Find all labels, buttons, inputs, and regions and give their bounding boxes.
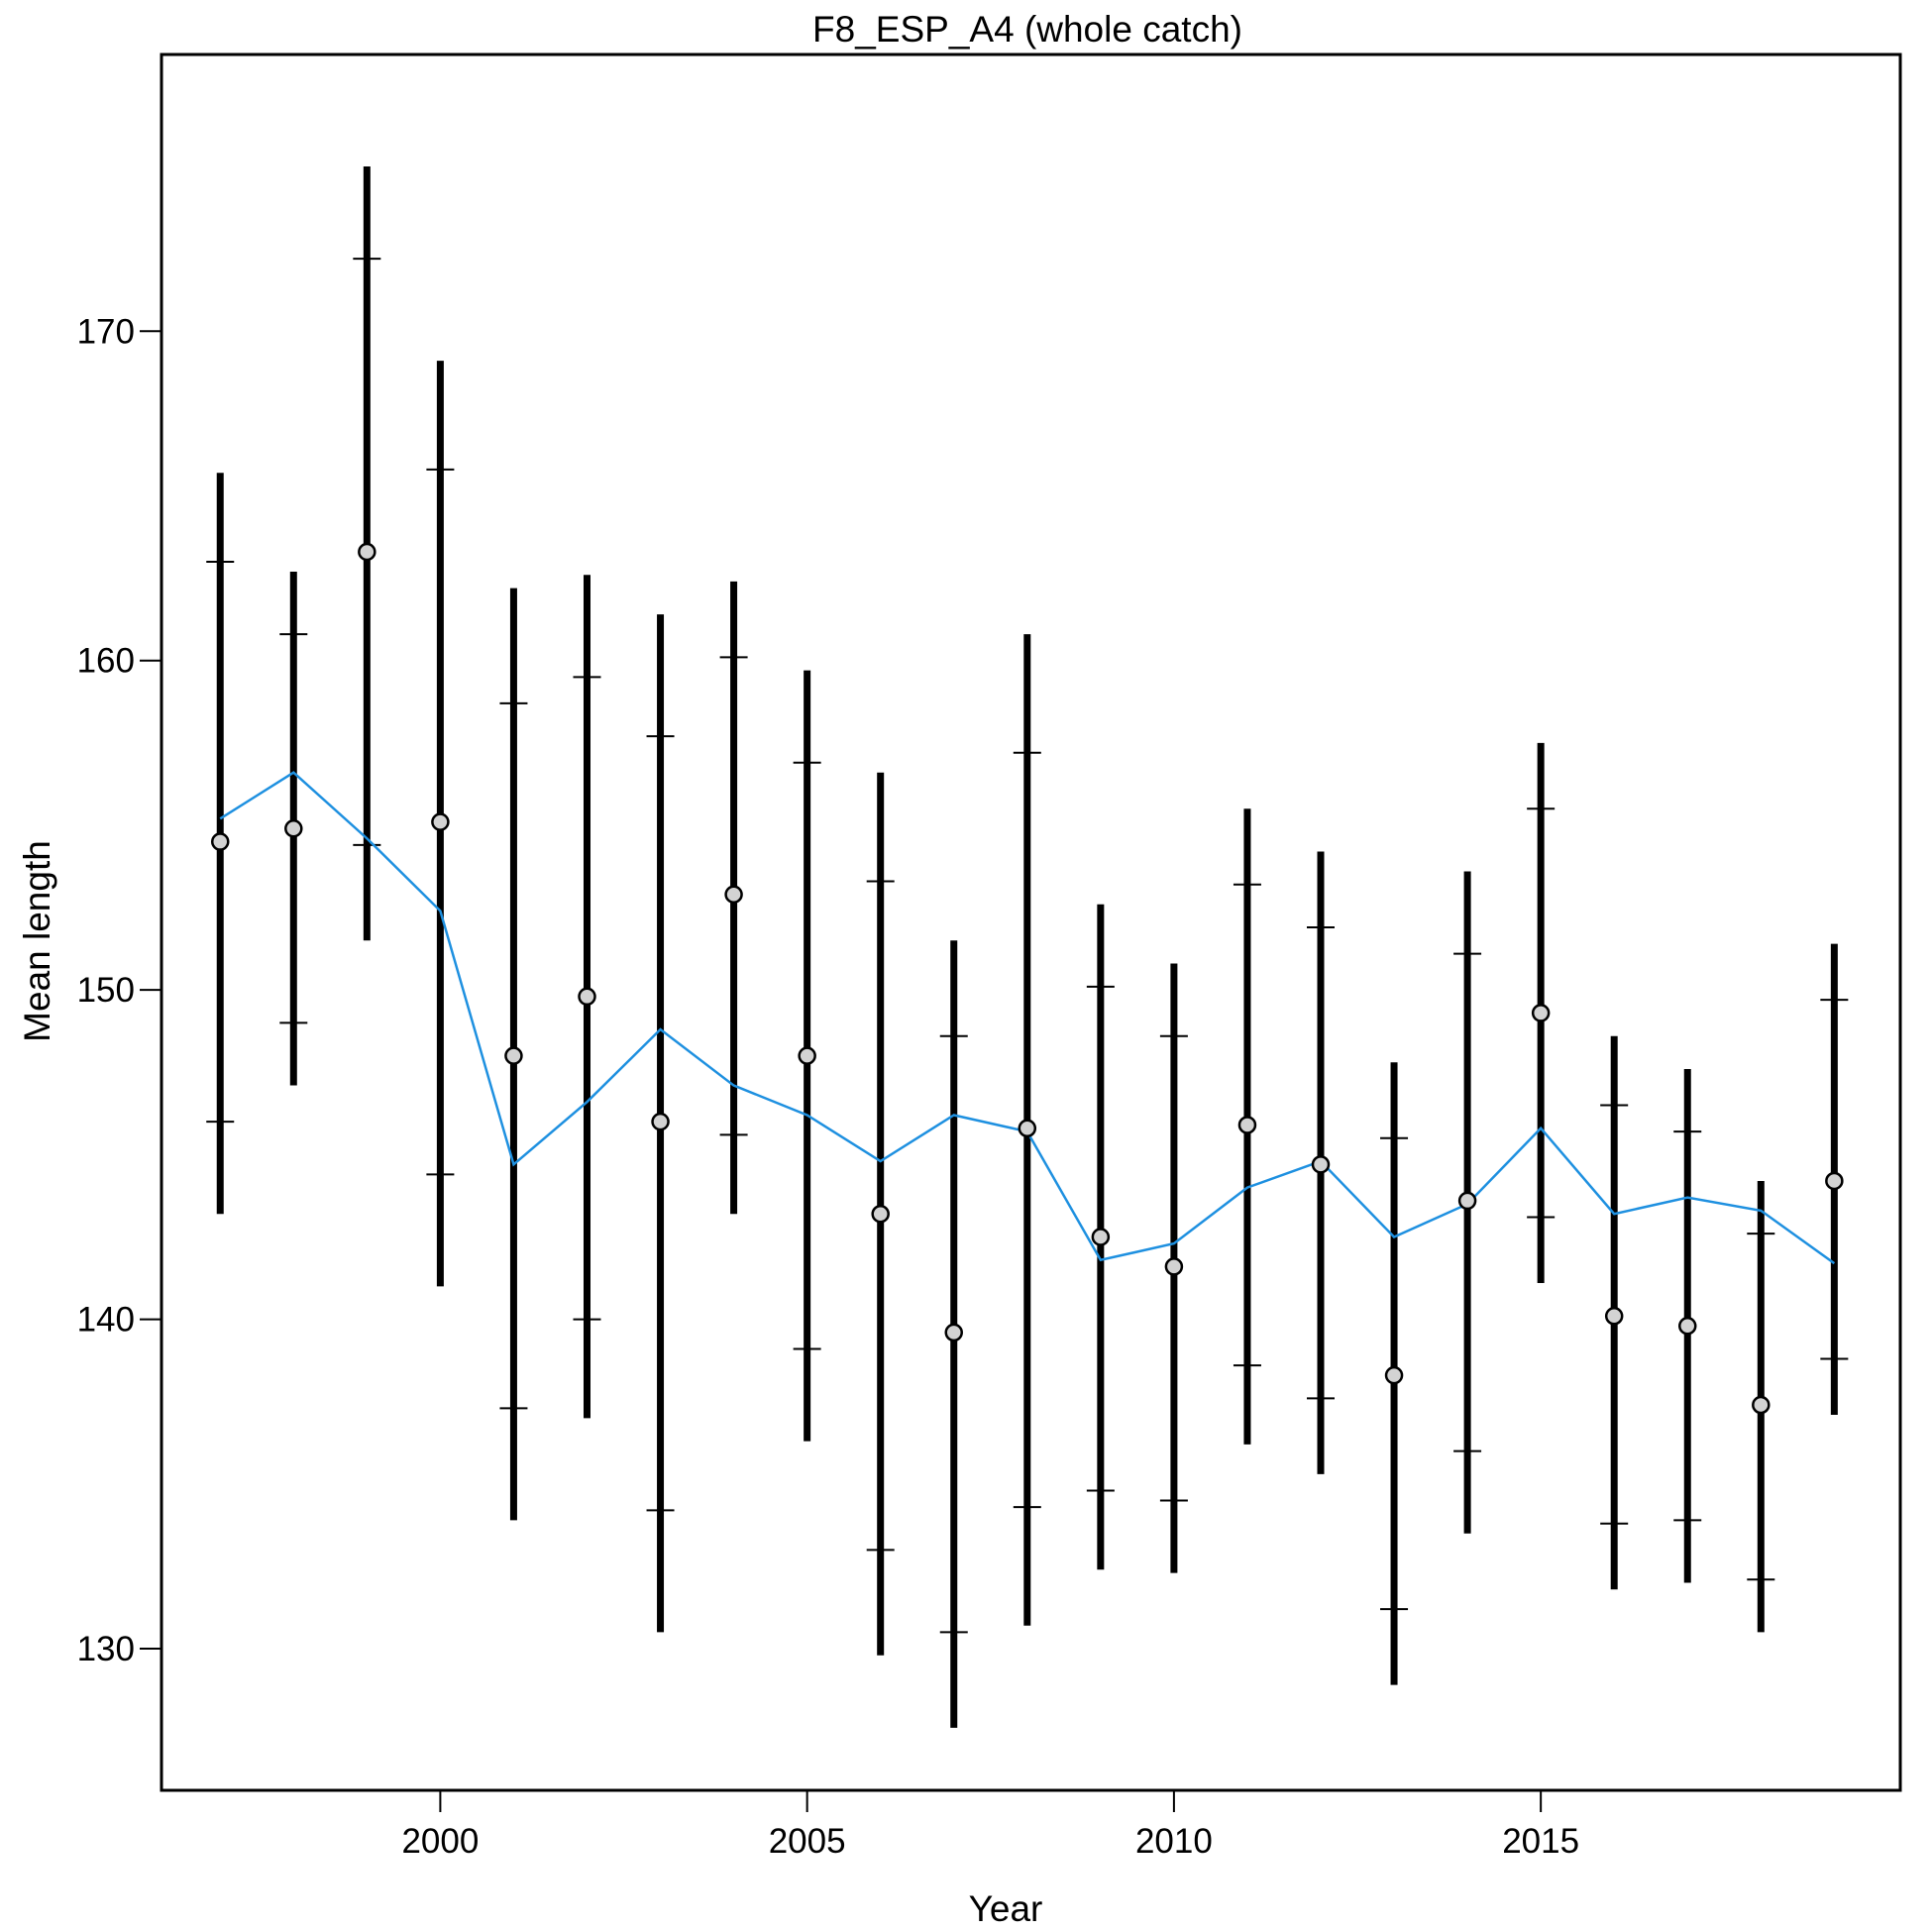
data-point (431, 812, 450, 831)
data-point (358, 542, 376, 562)
y-tick-label: 160 (77, 642, 135, 681)
data-point (1678, 1316, 1697, 1336)
data-point (1752, 1395, 1771, 1415)
data-point (504, 1046, 523, 1065)
data-point (871, 1204, 890, 1224)
x-axis-label: Year (969, 1888, 1043, 1929)
data-point (1164, 1257, 1184, 1276)
x-axis: 2000 2005 2010 2015 (401, 1790, 1579, 1861)
x-tick-label: 2010 (1135, 1822, 1213, 1861)
data-point (1531, 1004, 1551, 1022)
data-point (724, 885, 743, 904)
plot-frame (160, 53, 1902, 1792)
data-point (1237, 1116, 1257, 1134)
chart-title: F8_ESP_A4 (whole catch) (812, 9, 1242, 50)
data-point (1825, 1171, 1844, 1191)
y-tick-label: 170 (77, 312, 135, 351)
y-tick-label: 140 (77, 1301, 135, 1340)
y-axis-label: Mean length (17, 840, 57, 1042)
error-bars (206, 166, 1849, 1728)
data-point (210, 832, 230, 851)
x-tick-label: 2005 (769, 1822, 846, 1861)
data-point (651, 1112, 670, 1131)
x-tick-label: 2015 (1502, 1822, 1579, 1861)
data-point (1091, 1228, 1111, 1246)
data-point (944, 1323, 963, 1342)
data-point (284, 819, 303, 838)
data-point (1457, 1191, 1477, 1211)
data-point (1604, 1307, 1624, 1326)
y-tick-label: 150 (77, 971, 135, 1010)
data-point (1311, 1155, 1331, 1174)
data-point (578, 987, 596, 1007)
data-point (1018, 1119, 1037, 1138)
y-axis: 130 140 150 160 170 (77, 312, 162, 1668)
data-point (1384, 1365, 1404, 1385)
observed-points (210, 542, 1844, 1415)
y-tick-label: 130 (77, 1630, 135, 1668)
data-point (798, 1046, 816, 1065)
x-tick-label: 2000 (401, 1822, 479, 1861)
